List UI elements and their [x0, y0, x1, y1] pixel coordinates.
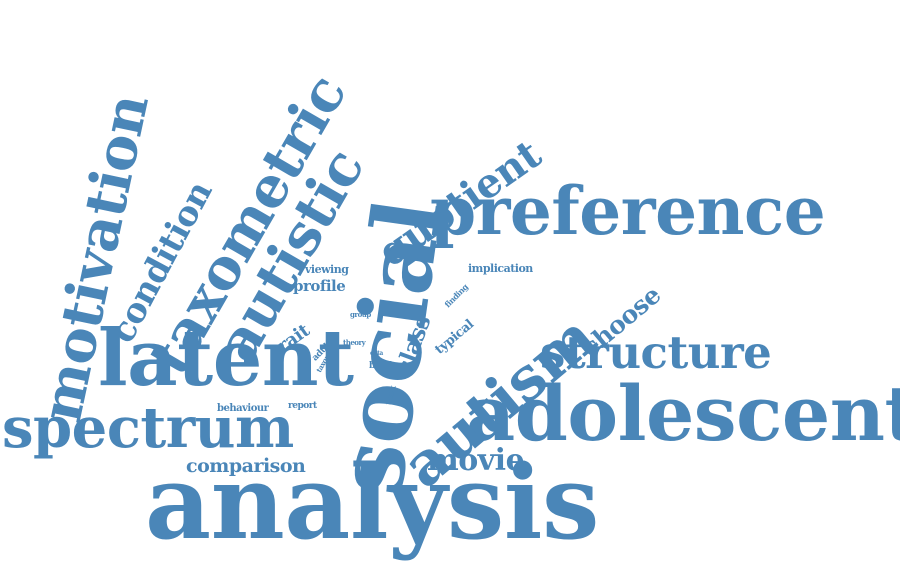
word-preference: preference [430, 172, 826, 250]
word-adolescent: adolescent [466, 369, 900, 458]
word-theory: theory [343, 338, 366, 347]
word-viewing: viewing [305, 263, 349, 276]
word-profile: profile [293, 277, 346, 295]
word-structure: structure [540, 326, 772, 379]
word-data: data [370, 350, 383, 357]
word-behaviour: behaviour [217, 403, 269, 414]
word-implication: implication [468, 262, 533, 275]
word-spectrum: spectrum [2, 395, 294, 461]
word-brief: brief [369, 361, 391, 371]
word-latent: latent [98, 313, 354, 404]
word-report: report [288, 401, 317, 411]
word-group: group [350, 310, 371, 319]
word-comparison: comparison [186, 455, 306, 477]
word-movie: movie [427, 443, 525, 478]
word-analysis: analysis [145, 443, 599, 563]
